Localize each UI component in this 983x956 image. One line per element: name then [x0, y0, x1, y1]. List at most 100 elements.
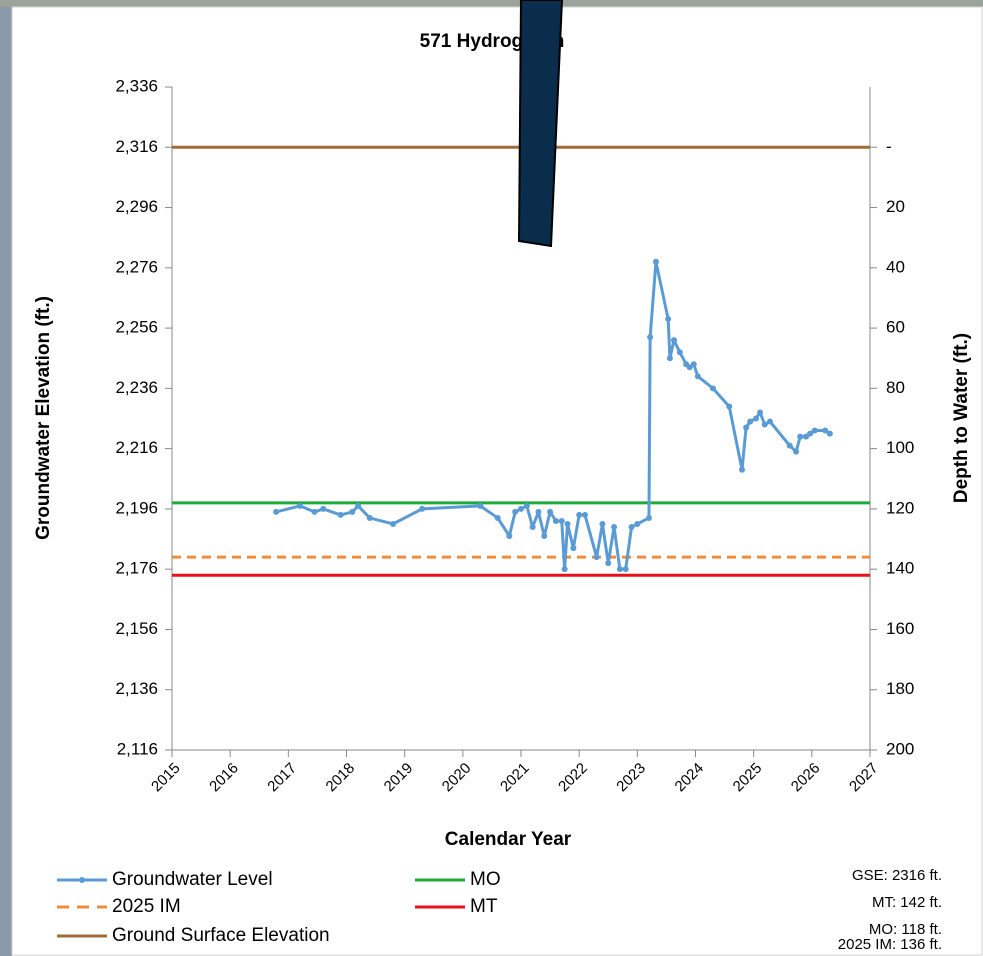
- y-tick-label: 2,276: [115, 257, 158, 276]
- data-point: [599, 520, 606, 527]
- data-point: [786, 442, 793, 449]
- data-point: [826, 430, 833, 437]
- data-point: [739, 466, 746, 473]
- data-point: [349, 508, 356, 515]
- data-point: [518, 505, 524, 512]
- data-point: [552, 517, 559, 524]
- y-tick-label: 2,316: [115, 137, 158, 156]
- data-point: [652, 258, 659, 265]
- legend-marker: [79, 877, 85, 883]
- data-point: [752, 415, 759, 422]
- data-point: [337, 511, 344, 518]
- x-axis-label: Calendar Year: [445, 829, 572, 850]
- data-point: [576, 511, 583, 518]
- y2-tick-label: 120: [886, 498, 914, 517]
- data-point: [564, 520, 571, 527]
- y2-tick-label: 100: [886, 438, 914, 457]
- data-point: [355, 502, 362, 509]
- data-point: [541, 533, 548, 540]
- data-point: [670, 337, 677, 344]
- data-point: [605, 560, 612, 567]
- data-point: [561, 566, 568, 573]
- data-point: [311, 508, 318, 515]
- legend-label: Ground Surface Elevation: [112, 925, 330, 946]
- map-strip-left: [0, 0, 12, 956]
- data-point: [593, 554, 600, 561]
- y-tick-label: 2,216: [115, 438, 158, 457]
- y2-tick-label: 140: [886, 559, 914, 578]
- data-point: [611, 523, 618, 530]
- annotation: 2025 IM: 136 ft.: [838, 936, 942, 953]
- data-point: [581, 511, 588, 518]
- y2-tick-label: 80: [886, 378, 905, 397]
- data-point: [761, 421, 768, 428]
- data-point: [366, 514, 373, 521]
- data-point: [694, 373, 701, 380]
- chart-area: [11, 6, 983, 956]
- data-point: [477, 502, 484, 509]
- data-point: [807, 430, 814, 437]
- y2-tick-label: 60: [886, 318, 905, 337]
- y2-tick-label: 160: [886, 619, 914, 638]
- legend-label: Groundwater Level: [112, 869, 273, 890]
- data-point: [512, 508, 519, 515]
- data-point: [743, 424, 750, 431]
- legend-label: 2025 IM: [112, 896, 181, 917]
- legend-label: MO: [470, 869, 501, 890]
- annotation: MO: 118 ft.: [869, 921, 942, 938]
- data-point: [622, 566, 629, 573]
- data-point: [793, 448, 800, 455]
- data-point: [529, 523, 536, 530]
- data-point: [634, 520, 641, 527]
- y2-tick-label: 20: [886, 197, 905, 216]
- data-point: [570, 545, 577, 552]
- data-point: [676, 349, 683, 356]
- y-tick-label: 2,136: [115, 679, 158, 698]
- data-point: [797, 433, 804, 440]
- legend-label: MT: [470, 896, 498, 917]
- data-point: [726, 403, 733, 410]
- data-point: [757, 409, 764, 416]
- data-point: [547, 508, 554, 515]
- data-point: [273, 508, 280, 515]
- data-point: [665, 316, 672, 323]
- data-point: [494, 514, 501, 521]
- data-point: [558, 517, 565, 524]
- y-tick-label: 2,176: [115, 559, 158, 578]
- y-tick-label: 2,236: [115, 378, 158, 397]
- data-point: [320, 505, 327, 512]
- data-point: [747, 418, 754, 425]
- data-point: [647, 334, 654, 341]
- y-axis-label: Groundwater Elevation (ft.): [33, 296, 54, 540]
- data-point: [690, 361, 697, 368]
- data-point: [523, 502, 530, 509]
- y-tick-label: 2,296: [115, 197, 158, 216]
- data-point: [766, 418, 773, 425]
- y-tick-label: 2,336: [115, 76, 158, 95]
- data-point: [616, 566, 623, 573]
- data-point: [296, 502, 303, 509]
- y2-tick-label: -: [886, 137, 892, 156]
- y-tick-label: 2,156: [115, 619, 158, 638]
- y2-axis-label: Depth to Water (ft.): [951, 333, 972, 503]
- y-tick-label: 2,116: [117, 739, 158, 758]
- data-point: [709, 385, 716, 392]
- data-point: [390, 520, 397, 527]
- data-point: [822, 427, 829, 434]
- y2-tick-label: 40: [886, 257, 905, 276]
- data-point: [506, 533, 513, 540]
- annotation: GSE: 2316 ft.: [852, 867, 942, 884]
- y2-tick-label: 180: [886, 679, 914, 698]
- data-point: [628, 523, 635, 530]
- data-point: [645, 514, 652, 521]
- plot: 2,116 2,136 2,156 2,176 2,196 2,216 2,236 2,256…: [115, 76, 914, 795]
- y-tick-label: 2,256: [115, 318, 158, 337]
- y-tick-label: 2,196: [115, 498, 158, 517]
- data-point: [666, 355, 673, 362]
- map-strip-top: [0, 0, 983, 7]
- data-point: [535, 508, 542, 515]
- data-point: [419, 505, 426, 512]
- y2-tick-label: 200: [886, 739, 914, 758]
- annotation: MT: 142 ft.: [872, 894, 942, 911]
